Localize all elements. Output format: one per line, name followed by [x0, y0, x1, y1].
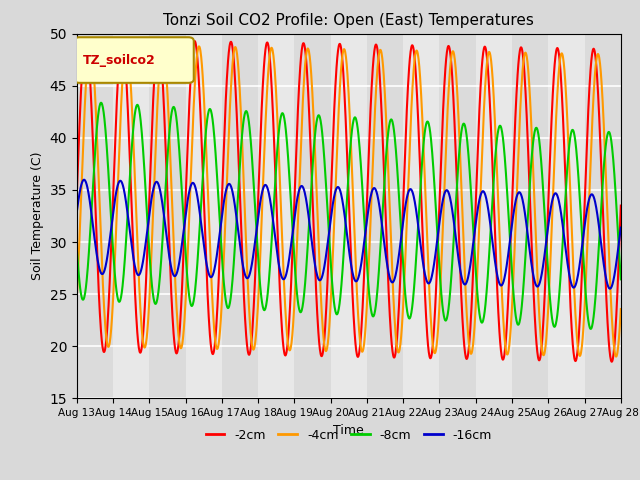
Line: -4cm: -4cm: [77, 44, 621, 357]
-2cm: [195, 66, 202, 72]
-16cm: [606, 286, 614, 291]
-8cm: [617, 276, 625, 282]
-2cm: [181, 213, 189, 218]
-4cm: [553, 107, 561, 112]
-2cm: [73, 192, 81, 198]
-16cm: [195, 199, 202, 204]
-2cm: [553, 47, 561, 52]
-8cm: [73, 245, 81, 251]
Bar: [222, 34, 258, 398]
-2cm: [255, 172, 263, 178]
Bar: [584, 34, 621, 398]
Bar: [294, 34, 331, 398]
-16cm: [617, 225, 625, 230]
-2cm: [608, 359, 616, 365]
-16cm: [80, 177, 88, 182]
-4cm: [195, 45, 202, 51]
Bar: [440, 34, 476, 398]
-16cm: [255, 208, 263, 214]
-16cm: [181, 217, 189, 223]
-4cm: [73, 296, 81, 301]
-2cm: [434, 252, 442, 258]
-8cm: [587, 326, 595, 332]
Bar: [149, 34, 186, 398]
-4cm: [255, 281, 263, 287]
Title: Tonzi Soil CO2 Profile: Open (East) Temperatures: Tonzi Soil CO2 Profile: Open (East) Temp…: [163, 13, 534, 28]
X-axis label: Time: Time: [333, 424, 364, 437]
-4cm: [434, 334, 442, 340]
-4cm: [86, 41, 94, 47]
-8cm: [97, 100, 105, 106]
-8cm: [505, 213, 513, 218]
FancyBboxPatch shape: [74, 37, 194, 83]
-16cm: [73, 209, 81, 215]
Bar: [77, 34, 113, 398]
-16cm: [553, 191, 561, 197]
Bar: [512, 34, 548, 398]
Line: -16cm: -16cm: [77, 180, 621, 288]
-4cm: [505, 348, 513, 354]
-16cm: [505, 249, 513, 255]
-8cm: [181, 241, 189, 247]
-16cm: [434, 236, 442, 241]
-2cm: [505, 289, 513, 295]
Bar: [367, 34, 403, 398]
Y-axis label: Soil Temperature (C): Soil Temperature (C): [31, 152, 44, 280]
-8cm: [255, 268, 263, 274]
Legend: -2cm, -4cm, -8cm, -16cm: -2cm, -4cm, -8cm, -16cm: [200, 424, 497, 447]
-8cm: [553, 318, 561, 324]
-2cm: [617, 203, 625, 208]
Line: -8cm: -8cm: [77, 103, 621, 329]
-4cm: [617, 306, 625, 312]
-8cm: [434, 233, 442, 239]
-4cm: [181, 310, 189, 316]
-8cm: [195, 249, 202, 254]
Line: -2cm: -2cm: [77, 39, 621, 362]
-2cm: [82, 36, 90, 42]
-4cm: [612, 354, 620, 360]
Text: TZ_soilco2: TZ_soilco2: [83, 54, 156, 68]
